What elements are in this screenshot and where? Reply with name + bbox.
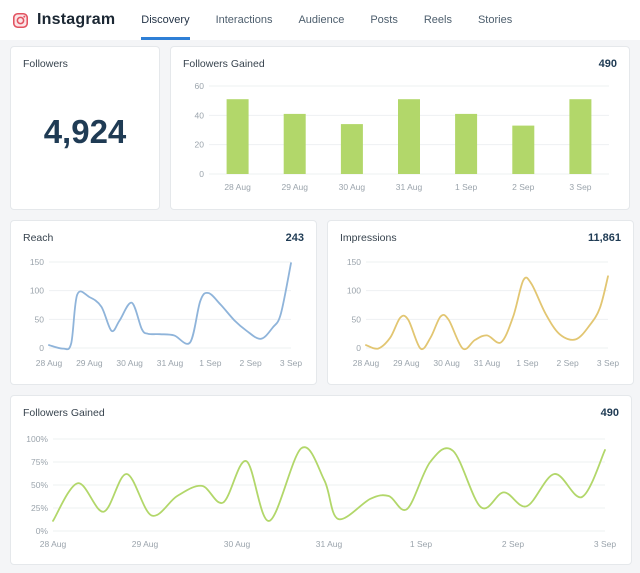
svg-text:1 Sep: 1 Sep [410, 539, 432, 549]
svg-text:1 Sep: 1 Sep [516, 358, 538, 368]
followers-count: 4,924 [43, 113, 127, 150]
tab-reels[interactable]: Reels [423, 14, 452, 26]
svg-text:150: 150 [30, 257, 44, 267]
svg-text:75%: 75% [31, 457, 48, 467]
instagram-icon [12, 12, 29, 29]
svg-text:29 Aug: 29 Aug [132, 539, 159, 549]
reach-line-chart: 0 50 100 150 28 Aug 29 Aug 30 Aug 31 Aug 1 Sep 2 … [23, 248, 304, 377]
svg-text:3 Sep: 3 Sep [569, 182, 591, 192]
svg-text:60: 60 [195, 81, 205, 91]
followers-gained-line-total: 490 [600, 407, 619, 419]
svg-text:50%: 50% [31, 480, 48, 490]
svg-text:2 Sep: 2 Sep [557, 358, 579, 368]
svg-text:3 Sep: 3 Sep [594, 539, 616, 549]
svg-text:2 Sep: 2 Sep [240, 358, 262, 368]
svg-text:30 Aug: 30 Aug [433, 358, 460, 368]
impressions-total: 11,861 [587, 232, 621, 244]
svg-text:0: 0 [356, 343, 361, 353]
svg-text:29 Aug: 29 Aug [76, 358, 103, 368]
svg-text:31 Aug: 31 Aug [157, 358, 184, 368]
tab-discovery[interactable]: Discovery [141, 0, 190, 40]
reach-label: Reach [23, 232, 54, 244]
followers-gained-bar-total: 490 [598, 58, 617, 70]
followers-gained-bar-label: Followers Gained [183, 58, 265, 70]
nav-tabs: Discovery Interactions Audience Posts Reels S… [141, 0, 512, 40]
svg-text:30 Aug: 30 Aug [224, 539, 251, 549]
svg-text:28 Aug: 28 Aug [224, 182, 251, 192]
svg-text:0: 0 [39, 343, 44, 353]
tab-stories[interactable]: Stories [477, 14, 513, 26]
tab-posts[interactable]: Posts [370, 14, 398, 26]
svg-text:0%: 0% [36, 526, 49, 536]
svg-text:31 Aug: 31 Aug [316, 539, 343, 549]
svg-text:1 Sep: 1 Sep [455, 182, 477, 192]
followers-card: Followers 4,924 [10, 46, 160, 210]
app-header: Instagram Discovery Interactions Audience P… [0, 0, 640, 40]
svg-text:40: 40 [195, 110, 205, 120]
svg-text:3 Sep: 3 Sep [597, 358, 619, 368]
svg-text:28 Aug: 28 Aug [40, 539, 67, 549]
followers-gained-bar-chart: 0 20 40 60 28 Aug 29 Aug 30 Aug 31 Aug 1 Sep 2 Se… [183, 74, 617, 201]
tab-interactions[interactable]: Interactions [215, 14, 273, 26]
svg-text:100: 100 [30, 286, 44, 296]
svg-text:100: 100 [347, 286, 361, 296]
svg-text:28 Aug: 28 Aug [36, 358, 63, 368]
impressions-card: Impressions 11,861 0 50 100 150 28 Aug 29 Aug… [327, 220, 634, 385]
followers-gained-line-label: Followers Gained [23, 407, 105, 419]
svg-text:31 Aug: 31 Aug [396, 182, 423, 192]
row-top: Followers 4,924 Followers Gained 490 0 20… [10, 46, 630, 210]
app-logo: Instagram [12, 11, 115, 29]
followers-gained-line-card: Followers Gained 490 0% 25% 50% 75% 100% 28 A… [10, 395, 632, 565]
svg-text:0: 0 [199, 169, 204, 179]
row-bottom: Followers Gained 490 0% 25% 50% 75% 100% 28 A… [10, 395, 632, 565]
svg-text:1 Sep: 1 Sep [199, 358, 221, 368]
svg-text:31 Aug: 31 Aug [474, 358, 501, 368]
followers-gained-line-chart: 0% 25% 50% 75% 100% 28 Aug 29 Aug 30 Aug 31 Aug 1… [23, 423, 619, 558]
svg-text:2 Sep: 2 Sep [502, 539, 524, 549]
svg-text:29 Aug: 29 Aug [281, 182, 308, 192]
svg-text:2 Sep: 2 Sep [512, 182, 534, 192]
reach-total: 243 [285, 232, 304, 244]
svg-text:29 Aug: 29 Aug [393, 358, 420, 368]
followers-label: Followers [23, 58, 68, 70]
svg-text:100%: 100% [26, 434, 48, 444]
svg-text:30 Aug: 30 Aug [116, 358, 143, 368]
svg-text:28 Aug: 28 Aug [353, 358, 380, 368]
row-middle: Reach 243 0 50 100 150 28 Aug 29 Aug 30 Aug 31 … [10, 220, 634, 385]
svg-text:20: 20 [195, 140, 205, 150]
tab-audience[interactable]: Audience [298, 14, 345, 26]
svg-text:50: 50 [35, 314, 45, 324]
svg-text:25%: 25% [31, 503, 48, 513]
followers-gained-bar-card: Followers Gained 490 0 20 40 60 28 Aug 29 Aug… [170, 46, 630, 210]
svg-text:50: 50 [352, 314, 362, 324]
svg-text:150: 150 [347, 257, 361, 267]
page-title: Instagram [37, 11, 116, 28]
reach-card: Reach 243 0 50 100 150 28 Aug 29 Aug 30 Aug 31 … [10, 220, 317, 385]
impressions-line-chart: 0 50 100 150 28 Aug 29 Aug 30 Aug 31 Aug 1 Sep 2 … [340, 248, 621, 377]
dashboard: Followers 4,924 Followers Gained 490 0 20… [0, 40, 640, 573]
impressions-label: Impressions [340, 232, 397, 244]
svg-text:3 Sep: 3 Sep [280, 358, 302, 368]
svg-text:30 Aug: 30 Aug [339, 182, 366, 192]
